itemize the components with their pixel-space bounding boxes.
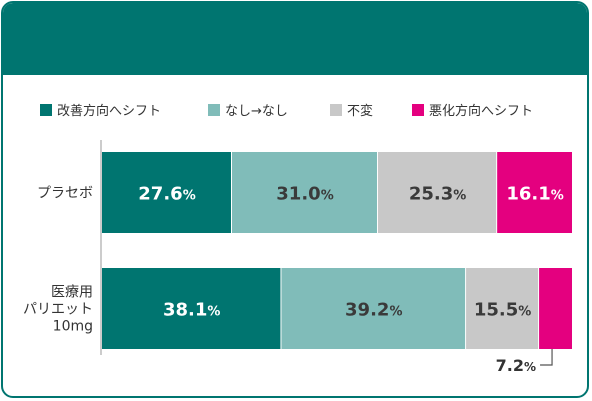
data-label-0-1: 31.0% bbox=[276, 184, 333, 205]
data-label-1-1: 39.2% bbox=[345, 300, 402, 321]
legend-swatch-3 bbox=[412, 104, 424, 116]
data-label-0-0: 27.6% bbox=[138, 184, 195, 205]
value-labels: 27.6% 31.0% 25.3% 16.1% 38.1% 39.2% 15.5% 7.2% bbox=[138, 184, 564, 376]
bar-segment-1-3 bbox=[539, 268, 572, 349]
callout-line-1-3 bbox=[540, 349, 553, 366]
card-header bbox=[3, 3, 587, 75]
legend-swatch-0 bbox=[40, 104, 52, 116]
bar-segment-1-1 bbox=[281, 268, 466, 349]
legend-label-1: なし→なし bbox=[225, 104, 288, 119]
bar-segment-1-0 bbox=[102, 268, 281, 349]
data-label-1-0: 38.1% bbox=[163, 300, 220, 321]
category-label-1: 医療用パリエット 10mg bbox=[23, 284, 93, 335]
category-label-0: プラセボ bbox=[37, 186, 93, 202]
bars bbox=[102, 152, 572, 349]
bar-segment-1-2 bbox=[466, 268, 539, 349]
legend-swatch-2 bbox=[330, 104, 342, 116]
legend-label-2: 不変 bbox=[347, 103, 373, 119]
data-label-1-3: 7.2% bbox=[496, 356, 536, 375]
data-label-0-2: 25.3% bbox=[409, 184, 466, 205]
bar-segment-0-3 bbox=[497, 152, 572, 233]
legend: 改善方向へシフト なし→なし 不変 悪化方向へシフト bbox=[40, 103, 533, 119]
bar-segment-0-1 bbox=[231, 152, 378, 233]
data-label-0-3: 16.1% bbox=[506, 184, 563, 205]
legend-label-3: 悪化方向へシフト bbox=[429, 103, 533, 119]
bar-segment-0-2 bbox=[378, 152, 497, 233]
legend-label-0: 改善方向へシフト bbox=[57, 103, 161, 119]
legend-swatch-1 bbox=[208, 104, 220, 116]
bar-segment-0-0 bbox=[102, 152, 231, 233]
data-label-1-2: 15.5% bbox=[474, 300, 531, 321]
